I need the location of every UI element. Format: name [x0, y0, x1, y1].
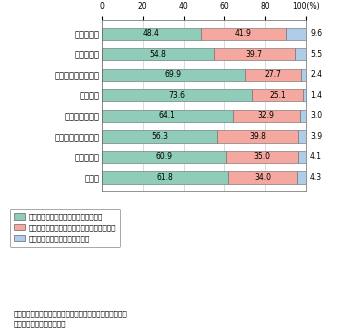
- Bar: [286, 28, 306, 40]
- Text: 27.7: 27.7: [265, 70, 281, 79]
- Bar: [102, 110, 233, 122]
- Bar: [295, 48, 306, 60]
- Bar: [303, 89, 306, 102]
- Text: 39.8: 39.8: [249, 132, 266, 141]
- Bar: [102, 89, 252, 102]
- Text: 60.9: 60.9: [156, 152, 173, 161]
- Bar: [102, 69, 244, 81]
- Text: 48.4: 48.4: [143, 29, 160, 38]
- Bar: [252, 89, 303, 102]
- Bar: [298, 151, 306, 163]
- Text: 41.9: 41.9: [235, 29, 252, 38]
- Text: 費行動に関する調査研究」: 費行動に関する調査研究」: [14, 320, 66, 327]
- Bar: [301, 69, 306, 81]
- Bar: [298, 171, 306, 183]
- Bar: [244, 69, 301, 81]
- Bar: [102, 28, 201, 40]
- Text: 69.9: 69.9: [165, 70, 182, 79]
- Bar: [214, 48, 295, 60]
- Text: 39.7: 39.7: [246, 50, 263, 59]
- Text: 25.1: 25.1: [269, 91, 286, 100]
- Text: 56.3: 56.3: [151, 132, 168, 141]
- Bar: [102, 48, 214, 60]
- Text: 64.1: 64.1: [159, 111, 176, 120]
- Text: 4.1: 4.1: [310, 152, 322, 161]
- Text: 3.9: 3.9: [310, 132, 322, 141]
- Text: 1.4: 1.4: [310, 91, 322, 100]
- Text: 61.8: 61.8: [157, 173, 173, 182]
- Bar: [217, 130, 298, 143]
- Text: 9.6: 9.6: [310, 29, 322, 38]
- Bar: [201, 28, 286, 40]
- Bar: [228, 171, 298, 183]
- Bar: [298, 130, 306, 143]
- Text: 34.0: 34.0: [254, 173, 271, 182]
- Bar: [102, 151, 226, 163]
- Bar: [233, 110, 300, 122]
- Text: （出典）「ユビキタスネット社会における情報接触及び消: （出典）「ユビキタスネット社会における情報接触及び消: [14, 310, 128, 317]
- Text: 3.0: 3.0: [310, 111, 322, 120]
- Bar: [300, 110, 306, 122]
- Bar: [102, 130, 217, 143]
- Text: 2.4: 2.4: [310, 70, 322, 79]
- Text: 5.5: 5.5: [310, 50, 322, 59]
- Bar: [102, 171, 228, 183]
- Text: 54.8: 54.8: [150, 50, 166, 59]
- Text: 32.9: 32.9: [258, 111, 275, 120]
- Text: 73.6: 73.6: [169, 91, 186, 100]
- Legend: 役に立ち、購入の決め手になっている, 役に立つが、購入の決め手にはなっていない, 決定に対して役に立っていない: 役に立ち、購入の決め手になっている, 役に立つが、購入の決め手にはなっていない,…: [10, 209, 120, 247]
- Bar: [226, 151, 298, 163]
- Text: 4.3: 4.3: [310, 173, 322, 182]
- Text: 35.0: 35.0: [253, 152, 270, 161]
